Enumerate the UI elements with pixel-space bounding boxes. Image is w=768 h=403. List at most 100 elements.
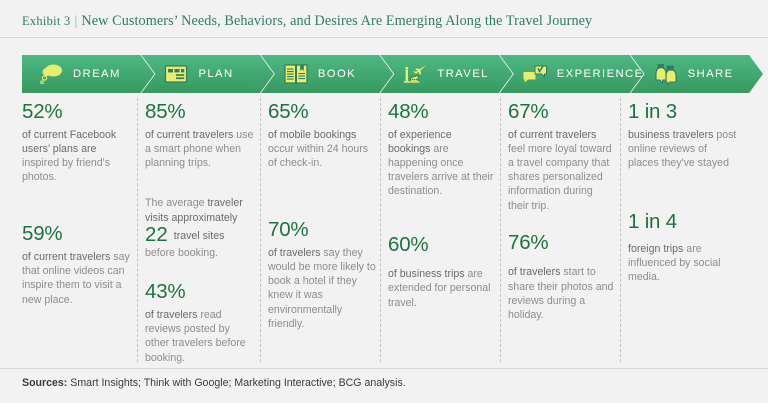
stat-desc-emphasis: of travelers: [508, 266, 561, 279]
checklist-icon: [163, 62, 189, 86]
travel-journey-bar: DREAM PLAN: [22, 55, 750, 93]
journey-step-share[interactable]: SHARE: [631, 55, 763, 93]
stat-description: of experience bookings are happening onc…: [388, 128, 496, 199]
stat-inline-pre: The average: [145, 197, 208, 210]
stat-desc-emphasis: foreign trips: [628, 242, 684, 255]
column-divider: [500, 98, 502, 362]
stat-desc-emphasis: of current travelers: [145, 128, 234, 141]
journey-step-label: DREAM: [73, 68, 121, 80]
stat-desc-emphasis: of current travelers: [508, 128, 597, 141]
stat-figure: 70%: [268, 218, 309, 242]
stat-figure: 76%: [508, 230, 549, 254]
stat-block: 1 in 4 foreign trips are influenced by s…: [628, 210, 738, 284]
column-dream: 52% of current Facebook users’ plans are…: [22, 98, 145, 362]
stat-desc-rest: use a smart phone when planning trips.: [145, 128, 254, 169]
stat-desc-rest: say they would be more likely to book a …: [268, 246, 376, 330]
thought-bubble-icon: [38, 62, 64, 86]
stat-desc-rest: occur within 24 hours of check-in.: [268, 142, 369, 169]
stat-description: business travelers post online reviews o…: [628, 128, 738, 171]
chat-bubbles-icon: [522, 62, 548, 86]
stat-description: of travelers say they would be more like…: [268, 246, 376, 331]
stat-description: of travelers read reviews posted by othe…: [145, 308, 256, 365]
stat-desc-emphasis: of current Facebook users’ plans are: [22, 128, 117, 155]
stat-desc-rest: are happening once travelers arrive at t…: [388, 142, 494, 198]
stat-description: of current travelers use a smart phone w…: [145, 128, 256, 171]
stat-inline-pre-emphasis: traveler visits approximately: [145, 197, 243, 224]
column-divider: [380, 98, 382, 362]
journey-step-label: BOOK: [317, 68, 357, 80]
stat-inline-post-emphasis: travel sites: [170, 230, 225, 243]
open-book-icon: [283, 62, 309, 86]
stat-block: 43% of travelers read reviews posted by …: [145, 280, 256, 364]
stat-description: of current travelers say that online vid…: [22, 250, 133, 307]
journey-step-travel[interactable]: TRAVEL: [380, 55, 512, 93]
stat-figure: 65%: [268, 100, 309, 123]
journey-step-plan[interactable]: PLAN: [141, 55, 273, 93]
stat-inline-post: before booking.: [145, 246, 219, 259]
stat-desc-emphasis: of business trips: [388, 268, 465, 281]
stat-block: 76% of travelers start to share their ph…: [508, 231, 616, 322]
stat-desc-rest: say that online videos can inspire them …: [22, 250, 130, 306]
column-divider: [260, 98, 262, 362]
column-divider: [137, 98, 139, 362]
stat-description: of travelers start to share their photos…: [508, 265, 616, 322]
title-separator: |: [74, 13, 78, 29]
stat-figure: 43%: [145, 280, 186, 304]
title-main: New Customers’ Needs, Behaviors, and Des…: [81, 12, 593, 29]
stat-desc-rest: read reviews posted by other travelers b…: [145, 309, 246, 364]
stat-figure: 67%: [508, 100, 549, 123]
stat-desc-rest: post online reviews of places they've st…: [628, 128, 737, 169]
stat-block: 85% of current travelers use a smart pho…: [145, 100, 256, 170]
stat-description: The average traveler visits approximatel…: [145, 196, 256, 260]
sources-label: Sources:: [22, 377, 68, 389]
journey-step-label: EXPERIENCE: [556, 68, 644, 80]
airport-plane-icon: [402, 62, 428, 86]
stat-desc-rest: start to share their photos and reviews …: [508, 266, 614, 321]
stat-desc-emphasis: of experience bookings: [388, 128, 452, 155]
stat-figure: 1 in 4: [628, 210, 677, 234]
journey-step-experience[interactable]: EXPERIENCE: [500, 55, 644, 93]
journey-step-label: TRAVEL: [437, 68, 489, 80]
stat-description: of mobile bookings occur within 24 hours…: [268, 128, 376, 171]
stat-figure: 52%: [22, 100, 63, 123]
stat-figure: 48%: [388, 100, 429, 123]
stat-block: 1 in 3 business travelers post online re…: [628, 100, 738, 170]
stat-description: of current travelers feel more loyal tow…: [508, 128, 616, 213]
stat-desc-rest: inspired by friend's photos.: [22, 156, 110, 184]
journey-step-dream[interactable]: DREAM: [22, 55, 154, 93]
stat-figure: 1 in 3: [628, 100, 677, 123]
stat-block: 52% of current Facebook users’ plans are…: [22, 100, 133, 184]
column-plan: 85% of current travelers use a smart pho…: [145, 98, 268, 364]
stat-block: 65% of mobile bookings occur within 24 h…: [268, 100, 376, 170]
stat-block: 59% of current travelers say that online…: [22, 222, 133, 306]
column-divider: [620, 98, 622, 362]
stat-figure: 60%: [388, 232, 429, 256]
stat-description: of current Facebook users’ plans are ins…: [22, 128, 133, 185]
stat-block: 67% of current travelers feel more loyal…: [508, 100, 616, 213]
stat-description: of business trips are extended for perso…: [388, 267, 496, 310]
stat-desc-emphasis: of travelers: [145, 309, 198, 322]
column-share: 1 in 3 business travelers post online re…: [628, 100, 750, 362]
stat-block-inline: The average traveler visits approximatel…: [145, 196, 256, 260]
stat-desc-rest: feel more loyal toward a travel company …: [508, 142, 612, 212]
stat-block: 70% of travelers say they would be more …: [268, 218, 376, 331]
exhibit-header: Exhibit 3 | New Customers’ Needs, Behavior…: [22, 8, 746, 34]
stat-figure: 22: [145, 223, 168, 247]
people-share-icon: [653, 62, 679, 86]
stat-desc-emphasis: of mobile bookings: [268, 128, 357, 141]
stat-desc-emphasis: of travelers: [268, 246, 321, 259]
stat-desc-emphasis: of current travelers: [22, 250, 111, 263]
journey-step-book[interactable]: BOOK: [261, 55, 393, 93]
stat-block: 48% of experience bookings are happening…: [388, 100, 496, 199]
page-title: Exhibit 3 | New Customers’ Needs, Behavior…: [22, 13, 592, 30]
stat-description: foreign trips are influenced by social m…: [628, 242, 738, 285]
sources-footer: Sources: Smart Insights; Think with Goog…: [22, 377, 406, 389]
header-divider: [0, 37, 768, 38]
journey-step-label: SHARE: [687, 68, 734, 80]
stat-desc-rest: are extended for personal travel.: [388, 268, 491, 309]
sources-text: Smart Insights; Think with Google; Marke…: [67, 377, 406, 389]
column-travel: 48% of experience bookings are happening…: [388, 98, 508, 362]
journey-step-label: PLAN: [198, 68, 234, 80]
column-experience: 67% of current travelers feel more loyal…: [508, 98, 628, 362]
